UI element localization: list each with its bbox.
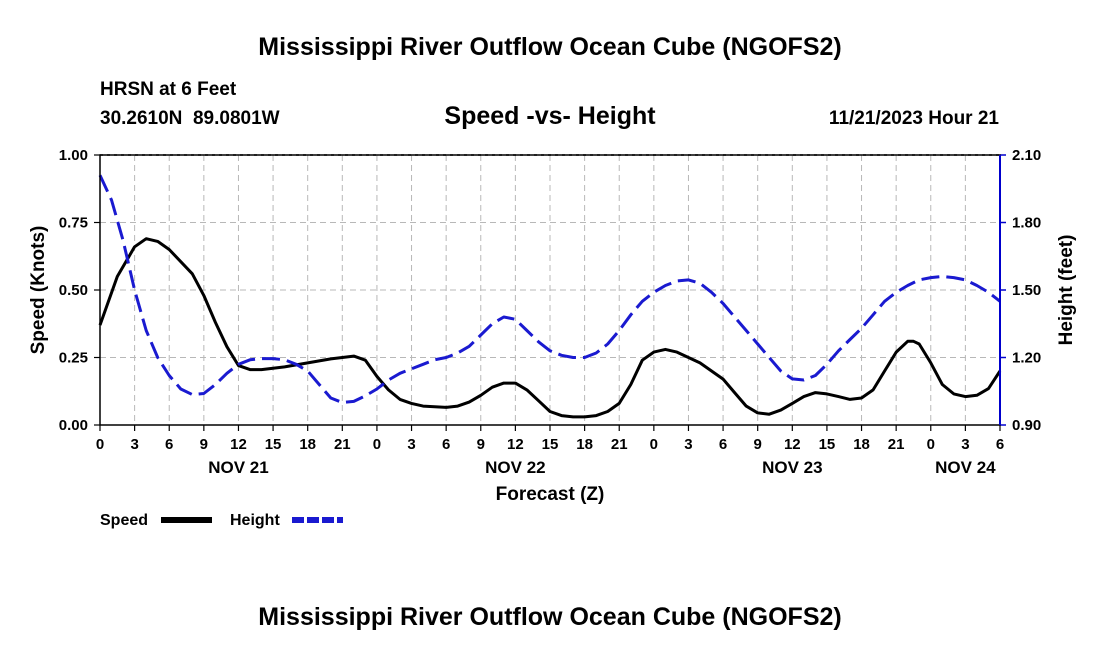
x-tick-label: 15 <box>265 436 282 453</box>
x-tick-label: 18 <box>299 436 316 453</box>
x-tick-label: 0 <box>373 436 381 453</box>
y-axis-label-left: Speed (Knots) <box>28 226 49 355</box>
y-tick-label-right: 1.20 <box>1012 350 1041 367</box>
y-tick-label-right: 0.90 <box>1012 417 1041 434</box>
x-tick-label: 3 <box>961 436 969 453</box>
series <box>98 174 1002 419</box>
legend-label-height: Height <box>230 512 280 529</box>
x-tick-label: 12 <box>507 436 524 453</box>
footer-title: Mississippi River Outflow Ocean Cube (NG… <box>258 603 841 631</box>
x-tick-label: 18 <box>853 436 870 453</box>
legend: Speed Height <box>100 512 343 529</box>
y-tick-label-right: 1.80 <box>1012 215 1041 232</box>
series-line-speed <box>98 237 1002 419</box>
x-tick-label: 0 <box>650 436 658 453</box>
x-tick-label: 15 <box>542 436 559 453</box>
y-axis-label-right: Height (feet) <box>1056 235 1077 346</box>
x-tick-label: 21 <box>334 436 351 453</box>
x-tick-label: 15 <box>819 436 836 453</box>
x-tick-label: 6 <box>996 436 1004 453</box>
x-tick-label: 21 <box>888 436 905 453</box>
station-coords: 30.2610N 89.0801W <box>100 108 280 129</box>
chart-title: Speed -vs- Height <box>444 102 656 130</box>
y-tick-label-left: 1.00 <box>59 147 88 164</box>
x-tick-label: 0 <box>96 436 104 453</box>
x-tick-label: 21 <box>611 436 628 453</box>
y-tick-label-left: 0.75 <box>59 215 88 232</box>
x-tick-label: 18 <box>576 436 593 453</box>
y-tick-label-left: 0.25 <box>59 350 88 367</box>
x-tick-label: 6 <box>442 436 450 453</box>
x-tick-label: 3 <box>130 436 138 453</box>
x-tick-label: 9 <box>200 436 208 453</box>
day-label: NOV 22 <box>485 458 545 477</box>
x-tick-label: 6 <box>165 436 173 453</box>
y-tick-label-left: 0.00 <box>59 417 88 434</box>
forecast-datetime: 11/21/2023 Hour 21 <box>829 108 999 129</box>
x-tick-label: 3 <box>407 436 415 453</box>
x-tick-label: 3 <box>684 436 692 453</box>
grid <box>100 154 1000 425</box>
page-title: Mississippi River Outflow Ocean Cube (NG… <box>258 33 841 61</box>
day-label: NOV 24 <box>935 458 996 477</box>
ticks: 0 3 6 9 12 15 18 21 0 3 6 9 12 15 18 21 0 3 6 9 12 15 18 21 0 3 60… <box>59 147 1041 477</box>
series-line-height <box>98 174 1001 404</box>
x-tick-label: 6 <box>719 436 727 453</box>
legend-label-speed: Speed <box>100 512 148 529</box>
day-label: NOV 23 <box>762 458 822 477</box>
day-label: NOV 21 <box>208 458 268 477</box>
x-tick-label: 9 <box>754 436 762 453</box>
y-tick-label-right: 1.50 <box>1012 282 1041 299</box>
x-axis-label: Forecast (Z) <box>496 484 605 505</box>
x-tick-label: 12 <box>784 436 801 453</box>
y-tick-label-right: 2.10 <box>1012 147 1041 164</box>
x-tick-label: 12 <box>230 436 247 453</box>
x-tick-label: 0 <box>927 436 935 453</box>
x-tick-label: 9 <box>477 436 485 453</box>
station-name: HRSN at 6 Feet <box>100 79 237 100</box>
y-tick-label-left: 0.50 <box>59 282 88 299</box>
